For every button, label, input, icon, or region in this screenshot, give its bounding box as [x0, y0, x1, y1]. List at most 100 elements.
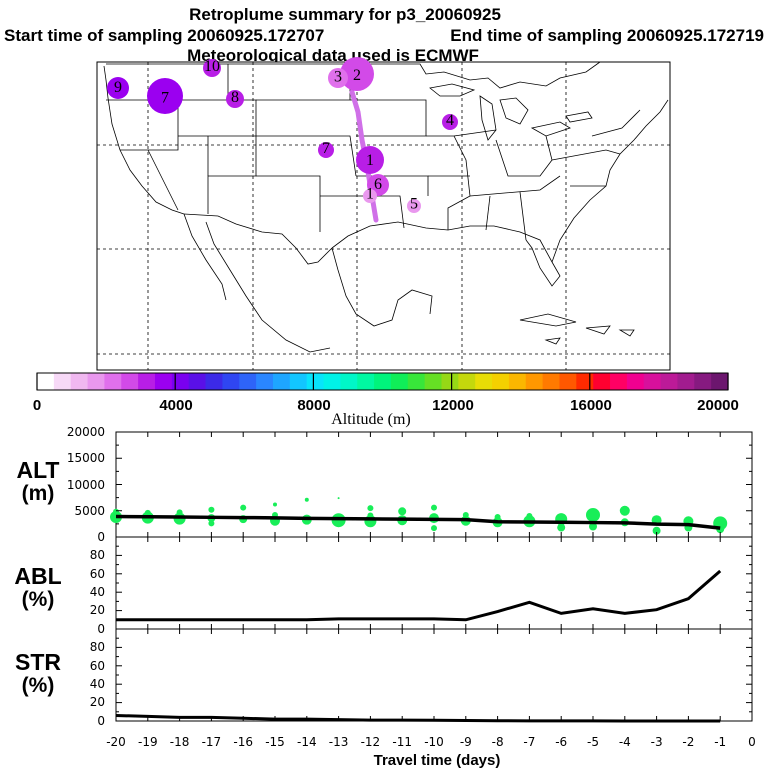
alt-ytick-label: 10000	[67, 478, 105, 492]
colorbar-tick-label: 12000	[432, 397, 474, 414]
colorbar-cell	[559, 373, 577, 390]
alt-scatter-point	[367, 505, 374, 512]
colorbar-cell	[542, 373, 561, 390]
str-line	[115, 713, 721, 723]
x-tick-label: -18	[170, 735, 190, 749]
alt-scatter-point	[113, 508, 119, 515]
str-ytick-label: 0	[97, 714, 105, 728]
x-tick-label: -11	[392, 735, 412, 749]
colorbar-cell	[222, 373, 240, 390]
map-marker-label: 7	[161, 89, 169, 106]
x-tick-label: -16	[233, 735, 253, 749]
alt-scatter-point	[240, 504, 247, 511]
colorbar-cell	[660, 373, 679, 390]
map-marker: 7	[147, 78, 183, 114]
colorbar-ticks: 0 4000 8000 12000 16000 20000	[33, 397, 739, 414]
colorbar-cell	[121, 373, 139, 390]
colorbar-cell	[323, 373, 341, 390]
x-tick-label: -1	[714, 735, 726, 749]
start-time-label: Start time of sampling 20060925.172707	[4, 26, 324, 45]
str-ytick-label: 80	[90, 640, 105, 654]
colorbar-cell	[256, 373, 274, 390]
abl-ylabel-unit: (%)	[22, 588, 55, 611]
alt-scatter-point	[273, 502, 277, 507]
x-tick-label: -6	[555, 735, 567, 749]
abl-ytick-label: 0	[97, 622, 105, 636]
colorbar-cell	[374, 373, 392, 390]
alt-scatter-point	[176, 509, 183, 516]
str-panel: 0 20 40 60 80 STR (%) -20 -19 -18 -17 -16 -15…	[15, 628, 756, 768]
end-time-label: End time of sampling 20060925.172719	[450, 26, 764, 45]
map-marker: 1	[363, 185, 377, 203]
colorbar-cell	[154, 373, 173, 390]
colorbar-cell	[138, 373, 156, 390]
colorbar-cell	[626, 373, 645, 390]
alt-ytick-label: 5000	[74, 504, 105, 518]
alt-ylabel: ALT	[16, 457, 59, 483]
x-tick-label: -2	[682, 735, 694, 749]
abl-ytick-label: 60	[90, 567, 105, 581]
map-marker-label: 7	[322, 140, 330, 157]
x-tick-label: -8	[492, 735, 504, 749]
map-marker: 8	[226, 89, 244, 108]
map-marker: 10	[203, 58, 221, 77]
colorbar-cell	[407, 373, 426, 390]
x-tick-label: -17	[202, 735, 222, 749]
map-marker-circle	[363, 189, 377, 203]
map-coastlines	[103, 61, 669, 353]
colorbar-cell	[37, 373, 55, 390]
abl-y-ticks: 0 20 40 60 80	[90, 548, 105, 636]
colorbar-cell	[508, 373, 527, 390]
map-marker-label: 1	[366, 185, 374, 202]
alt-scatter-point	[337, 497, 340, 500]
alt-ytick-label: 0	[97, 530, 105, 544]
colorbar-tick-label: 8000	[297, 397, 330, 414]
alt-y-ticks: 0 5000 10000 15000 20000	[67, 425, 105, 544]
map-marker-label: 9	[114, 79, 122, 96]
colorbar-tick-label: 0	[33, 397, 41, 414]
colorbar-frame	[36, 372, 729, 391]
abl-panel: 0 20 40 60 80 ABL (%)	[14, 536, 753, 636]
alt-scatter-point	[557, 523, 566, 532]
alt-panel: 0 5000 10000 15000 20000 ALT (m)	[16, 425, 753, 544]
map-marker-circle	[340, 57, 374, 91]
colorbar-tick-label: 4000	[159, 397, 192, 414]
x-tick-label: -10	[424, 735, 444, 749]
alt-scatter-point	[494, 514, 501, 521]
figure-title: Retroplume summary for p3_20060925	[189, 5, 501, 24]
x-tick-label: -20	[106, 735, 126, 749]
colorbar-cell	[340, 373, 358, 390]
map-marker-circle	[328, 68, 348, 88]
colorbar-cell	[492, 373, 510, 390]
colorbar-cell	[171, 373, 190, 390]
x-tick-label: -7	[523, 735, 535, 749]
map-marker-label: 4	[446, 112, 454, 129]
alt-scatter-point	[586, 507, 600, 522]
map-marker-circle	[407, 199, 421, 213]
colorbar-cell	[593, 373, 611, 390]
colorbar-cell	[390, 373, 409, 390]
alt-scatter-point	[462, 511, 469, 518]
colorbar-cell	[272, 373, 291, 390]
map-marker-circle	[442, 114, 458, 130]
panel-tickmarks	[115, 431, 753, 722]
x-tick-label: -19	[138, 735, 158, 749]
alt-scatter-point	[652, 526, 661, 535]
alt-scatter-point	[304, 497, 309, 502]
colorbar-cell	[70, 373, 89, 390]
abl-line	[116, 569, 722, 622]
colorbar-cell	[188, 373, 207, 390]
abl-ylabel: ABL	[14, 563, 61, 589]
map-marker-label: 3	[334, 69, 342, 86]
alt-scatter-point	[144, 509, 151, 516]
str-ytick-label: 40	[90, 677, 105, 691]
colorbar-cell	[289, 373, 308, 390]
alt-scatter-point	[589, 522, 597, 531]
colorbar: 0 4000 8000 12000 16000 20000 Altitude (…	[33, 372, 739, 428]
alt-scatter-point	[208, 520, 215, 527]
map-marker-circle	[107, 77, 129, 99]
map-marker: 1	[356, 146, 384, 174]
alt-mean-line	[115, 514, 721, 530]
alt-scatter-point	[619, 505, 630, 516]
